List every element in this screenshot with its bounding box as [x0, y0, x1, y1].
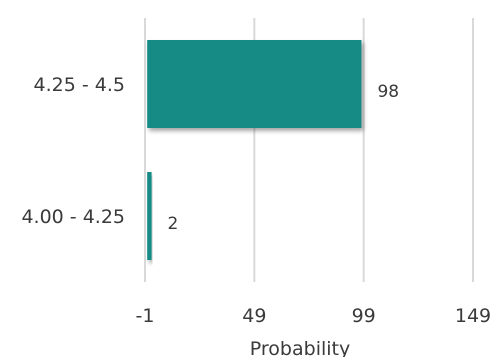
- data-labels: 98 2: [168, 82, 400, 234]
- category-label: 4.00 - 4.25: [21, 206, 125, 228]
- data-label: 2: [168, 214, 179, 234]
- category-labels: 4.25 - 4.5 4.00 - 4.25: [21, 74, 125, 228]
- x-axis-title: Probability: [250, 338, 350, 357]
- x-tick-labels: -1 49 99 149: [136, 305, 492, 327]
- bar: [147, 172, 152, 260]
- bars-group: [147, 40, 362, 260]
- x-tick-label: 149: [455, 305, 491, 327]
- x-tick-label: 99: [352, 305, 376, 327]
- x-tick-label: -1: [136, 305, 155, 327]
- bar: [147, 40, 362, 128]
- category-label: 4.25 - 4.5: [34, 74, 125, 96]
- x-tick-label: 49: [242, 305, 266, 327]
- data-label: 98: [377, 82, 399, 102]
